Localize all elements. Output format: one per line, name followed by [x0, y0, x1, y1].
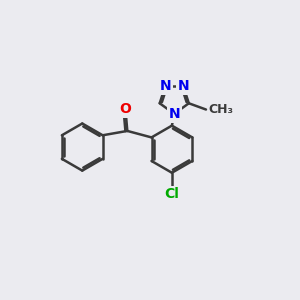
Text: CH₃: CH₃ [208, 103, 233, 116]
Text: Cl: Cl [164, 187, 179, 201]
Text: N: N [159, 79, 171, 93]
Text: N: N [177, 79, 189, 93]
Text: O: O [119, 102, 131, 116]
Text: N: N [168, 107, 180, 121]
